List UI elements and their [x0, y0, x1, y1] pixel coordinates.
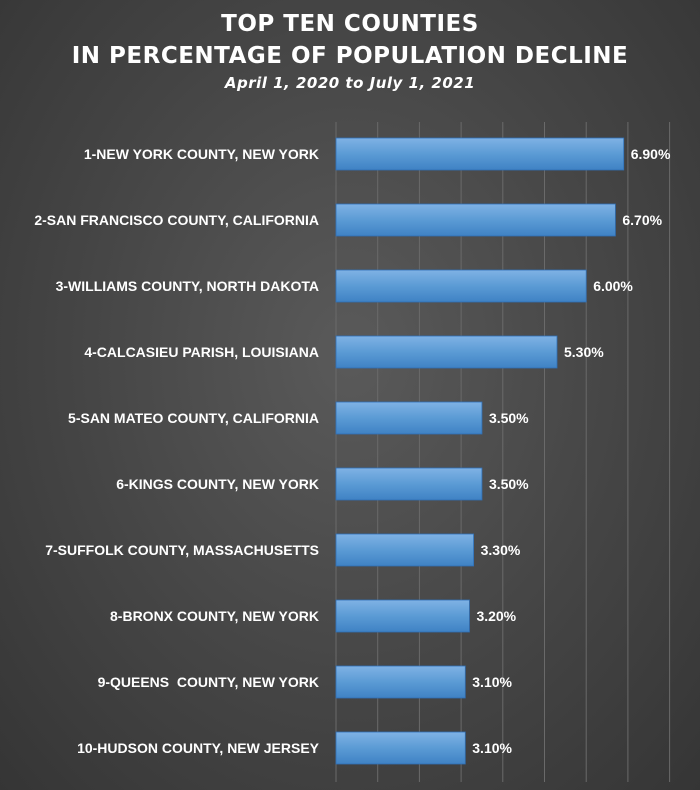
chart-subtitle: April 1, 2020 to July 1, 2021 — [224, 74, 476, 92]
chart-title-line-1: TOP TEN COUNTIES — [221, 11, 479, 37]
category-label: 3-WILLIAMS COUNTY, NORTH DAKOTA — [56, 278, 319, 294]
value-label: 3.30% — [481, 542, 521, 558]
category-label: 8-BRONX COUNTY, NEW YORK — [110, 608, 319, 624]
value-label: 6.90% — [631, 146, 671, 162]
bar — [335, 599, 470, 633]
category-label: 5-SAN MATEO COUNTY, CALIFORNIA — [68, 410, 319, 426]
value-label: 3.50% — [489, 476, 529, 492]
chart-title-line-2: IN PERCENTAGE OF POPULATION DECLINE — [71, 43, 629, 69]
value-labels: 6.90% 6.70% 6.00% 5.30% 3.50% 3.50% 3.30% 3.20%… — [472, 146, 671, 756]
bar — [335, 731, 466, 765]
bar — [335, 467, 483, 501]
category-label: 7-SUFFOLK COUNTY, MASSACHUSETTS — [45, 542, 319, 558]
category-labels: 1-NEW YORK COUNTY, NEW YORK 2-SAN FRANCIS… — [34, 146, 319, 756]
value-label: 5.30% — [564, 344, 604, 360]
value-label: 6.70% — [622, 212, 662, 228]
category-label: 9-QUEENS COUNTY, NEW YORK — [98, 674, 319, 690]
chart-title-block: TOP TEN COUNTIES IN PERCENTAGE OF POPULA… — [0, 8, 700, 94]
value-label: 3.10% — [472, 674, 512, 690]
bars — [335, 137, 625, 765]
category-label: 2-SAN FRANCISCO COUNTY, CALIFORNIA — [34, 212, 319, 228]
bar — [335, 269, 587, 303]
value-label: 3.10% — [472, 740, 512, 756]
value-label: 6.00% — [593, 278, 633, 294]
bar — [335, 533, 475, 567]
bar — [335, 203, 616, 237]
category-label: 1-NEW YORK COUNTY, NEW YORK — [84, 146, 319, 162]
value-label: 3.50% — [489, 410, 529, 426]
bar — [335, 665, 466, 699]
category-label: 6-KINGS COUNTY, NEW YORK — [116, 476, 319, 492]
bar — [335, 401, 483, 435]
value-label: 3.20% — [476, 608, 516, 624]
bar — [335, 335, 558, 369]
category-label: 4-CALCASIEU PARISH, LOUISIANA — [84, 344, 319, 360]
bar — [335, 137, 625, 171]
category-label: 10-HUDSON COUNTY, NEW JERSEY — [77, 740, 320, 756]
